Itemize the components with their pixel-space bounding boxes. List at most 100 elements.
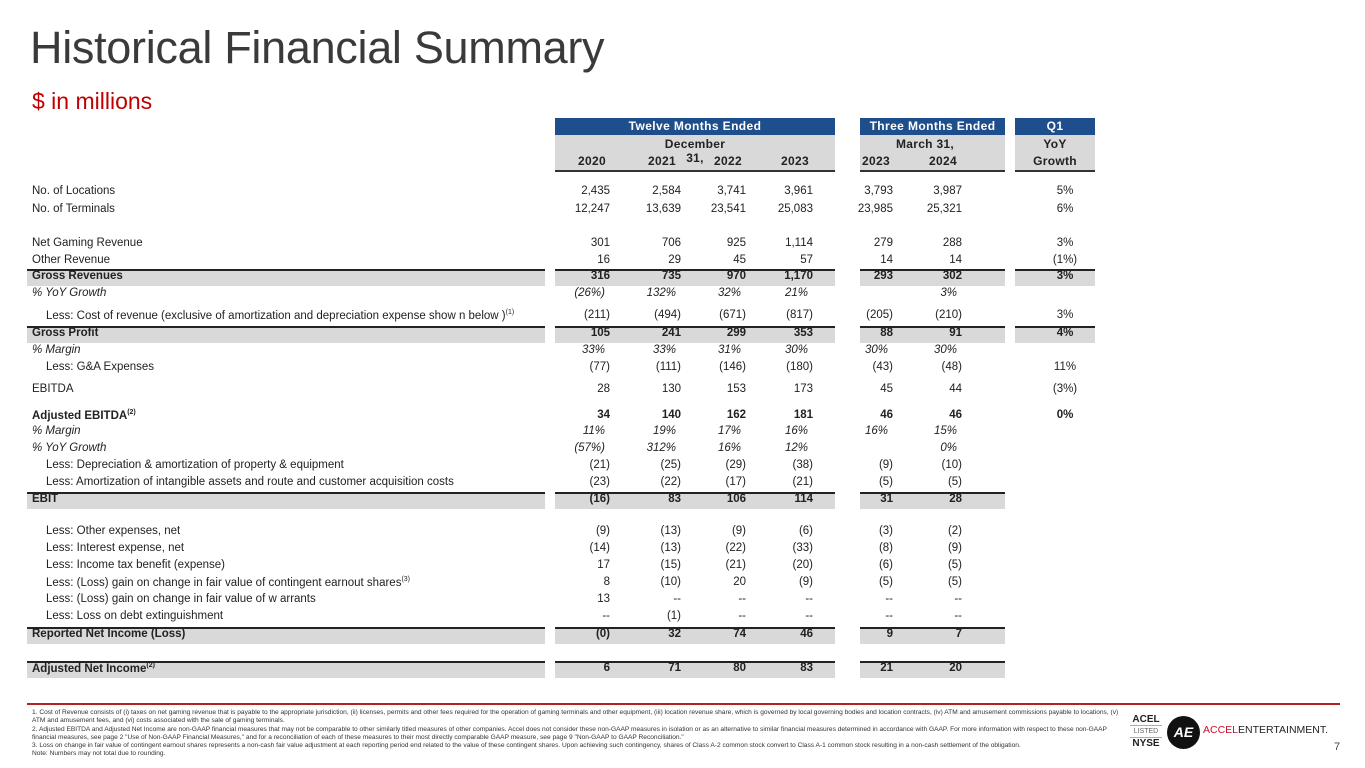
row-label: % Margin (32, 425, 81, 437)
row-label: Reported Net Income (Loss) (32, 628, 185, 640)
header-q1: Q1 (1015, 118, 1095, 135)
cell-value: (5) (947, 576, 962, 588)
cell-value: (5) (878, 476, 893, 488)
cell-value: (146) (719, 361, 746, 373)
row-label: Less: G&A Expenses (46, 361, 154, 373)
row-highlight (555, 627, 835, 644)
cell-yoy-growth: 6% (1056, 203, 1074, 215)
row-label: % YoY Growth (32, 442, 106, 454)
cell-value: 34 (597, 409, 610, 421)
cell-value: 25,083 (777, 203, 813, 215)
table-row: Less: Loss on debt extinguishment -- (1) --… (0, 609, 1365, 626)
cell-value: 74 (733, 628, 746, 640)
cell-value: (180) (786, 361, 813, 373)
cell-value: -- (738, 610, 746, 622)
cell-value: -- (954, 610, 962, 622)
row-label-text: Other Revenue (32, 254, 110, 266)
cell-value: 21 (880, 662, 893, 674)
row-label: EBIT (32, 493, 58, 505)
cell-value: 17 (597, 559, 610, 571)
cell-value: (77) (589, 361, 610, 373)
row-label-text: Net Gaming Revenue (32, 237, 143, 249)
row-label: Less: Income tax benefit (expense) (46, 559, 225, 571)
row-label: Less: Depreciation & amortization of pro… (46, 459, 344, 471)
cell-yoy-growth: 0% (1056, 409, 1074, 421)
cell-value: (10) (660, 576, 681, 588)
table-row: No. of Locations 2,435 2,584 3,741 3,961 3,79… (0, 184, 1365, 201)
header-dec31: December 31, (664, 137, 726, 165)
row-highlight (860, 627, 1005, 644)
cell-value: (5) (947, 476, 962, 488)
table-row: Less: Income tax benefit (expense) 17 (15)… (0, 558, 1365, 575)
row-highlight (555, 326, 835, 343)
cell-value: 46 (800, 628, 813, 640)
cell-value: (5) (878, 576, 893, 588)
cell-value: (494) (654, 309, 681, 321)
cell-value: (9) (798, 576, 813, 588)
cell-value: 28 (597, 383, 610, 395)
cell-value: 29 (668, 254, 681, 266)
table-row: EBITDA 28 130 153 173 45 44 (3%) (0, 382, 1365, 399)
row-label-text: % YoY Growth (32, 442, 107, 454)
header-band-q1 (1015, 135, 1095, 172)
cell-value: 71 (668, 662, 681, 674)
cell-value: 312% (646, 442, 676, 454)
header-twelve-months: Twelve Months Ended (555, 118, 835, 135)
row-label-text: Less: (Loss) gain on change in fair valu… (46, 576, 402, 589)
cell-value: 0% (940, 442, 957, 454)
row-label-text: Less: Loss on debt extinguishment (46, 610, 224, 622)
cell-value: (33) (792, 542, 813, 554)
row-label: Less: (Loss) gain on change in fair valu… (46, 576, 410, 589)
cell-value: 13 (597, 593, 610, 605)
page-title: Historical Financial Summary (30, 22, 605, 73)
cell-value: 293 (873, 270, 893, 282)
cell-value: 20 (733, 576, 746, 588)
cell-value: 706 (661, 237, 681, 249)
cell-value: 14 (880, 254, 893, 266)
header-three-months: Three Months Ended (860, 118, 1005, 135)
row-label-text: EBITDA (32, 383, 74, 395)
cell-value: 46 (880, 409, 893, 421)
cell-value: 279 (873, 237, 893, 249)
cell-value: 970 (726, 270, 746, 282)
cell-value: (38) (792, 459, 813, 471)
cell-value: (3) (878, 525, 893, 537)
row-label: Other Revenue (32, 254, 110, 266)
footer-rule (27, 703, 1340, 705)
cell-value: 2,584 (652, 185, 681, 197)
table-row: % YoY Growth (26%) 132% 32% 21% 3% (0, 286, 1365, 303)
row-highlight (27, 661, 545, 678)
exchange: NYSE (1132, 738, 1160, 749)
row-label-text: % Margin (32, 425, 81, 437)
cell-value: 3,987 (933, 185, 962, 197)
listed-label: LISTED (1130, 725, 1162, 738)
cell-value: (16) (589, 493, 610, 505)
row-label-text: Less: Amortization of intangible assets … (46, 476, 454, 488)
cell-value: -- (738, 593, 746, 605)
cell-value: 316 (590, 270, 610, 282)
row-highlight (27, 269, 545, 286)
cell-value: 16% (784, 425, 808, 437)
cell-value: -- (673, 593, 681, 605)
cell-value: 32 (668, 628, 681, 640)
cell-value: 57 (800, 254, 813, 266)
row-label-text: No. of Locations (32, 185, 116, 197)
cell-value: (21) (792, 476, 813, 488)
cell-value: (6) (798, 525, 813, 537)
header-growth: Growth (1033, 154, 1077, 168)
cell-value: 16% (864, 425, 888, 437)
row-highlight (860, 326, 1005, 343)
cell-value: 299 (726, 327, 746, 339)
row-label: No. of Terminals (32, 203, 115, 215)
cell-value: 23,985 (857, 203, 893, 215)
row-label: Net Gaming Revenue (32, 237, 143, 249)
cell-value: (22) (725, 542, 746, 554)
footnote-ref: (1) (505, 309, 515, 316)
cell-value: (0) (595, 628, 610, 640)
cell-yoy-growth: 3% (1056, 270, 1074, 282)
row-label: % YoY Growth (32, 287, 106, 299)
cell-value: (14) (589, 542, 610, 554)
page-number: 7 (1334, 741, 1341, 753)
cell-yoy-growth: 4% (1056, 327, 1074, 339)
